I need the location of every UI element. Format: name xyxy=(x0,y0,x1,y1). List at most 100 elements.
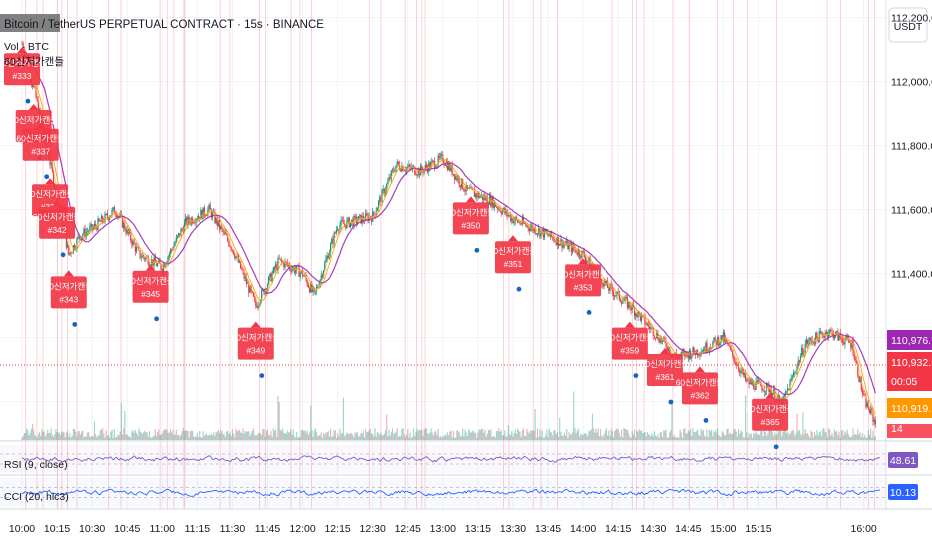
volume-bar xyxy=(466,436,468,440)
candle-body xyxy=(181,228,183,230)
volume-bar xyxy=(659,432,661,440)
candle-body xyxy=(175,237,177,243)
currency-button-label: USDT xyxy=(894,21,923,33)
volume-bar xyxy=(83,437,85,440)
candle-body xyxy=(229,246,231,247)
volume-bar xyxy=(132,430,134,440)
volume-bar xyxy=(637,431,639,440)
candle-body xyxy=(631,304,633,311)
candle-body xyxy=(473,190,475,197)
candle-body xyxy=(247,283,249,285)
volume-bar xyxy=(160,434,162,440)
signal-dot xyxy=(474,247,480,253)
volume-bar xyxy=(542,437,544,440)
candle-body xyxy=(777,395,779,398)
volume-bar xyxy=(445,435,447,440)
signal-label-pointer xyxy=(35,122,46,129)
candle-body xyxy=(457,177,459,181)
volume-bar xyxy=(778,431,781,440)
volume-bar xyxy=(844,431,846,440)
candle-body xyxy=(373,211,375,214)
volume-bar xyxy=(741,431,743,440)
signal-label-text: 60신저가캔들 xyxy=(641,359,690,369)
signal-dot xyxy=(25,98,31,104)
currency-button[interactable] xyxy=(888,7,928,43)
candle-body xyxy=(245,276,248,284)
candle-body xyxy=(365,213,367,221)
candle-body xyxy=(716,337,719,346)
volume-bar xyxy=(393,433,395,440)
rsi-label[interactable]: RSI (9, close) xyxy=(4,459,68,471)
volume-bar xyxy=(72,429,75,440)
candle-body xyxy=(381,190,383,203)
volume-bar xyxy=(264,436,266,440)
volume-bar xyxy=(96,437,98,440)
volume-bar xyxy=(564,435,567,440)
volume-bar xyxy=(348,434,350,440)
candle-body xyxy=(575,249,577,254)
volume-bar xyxy=(248,431,250,440)
candle-body xyxy=(459,185,461,187)
volume-bar xyxy=(404,437,407,440)
candle-body xyxy=(266,284,269,291)
volume-bar xyxy=(525,435,527,440)
volume-bar xyxy=(826,437,828,440)
volume-bar xyxy=(33,429,35,440)
candle-body xyxy=(272,267,274,274)
volume-bar xyxy=(361,433,363,440)
volume-bar xyxy=(270,431,272,440)
volume-bar xyxy=(600,428,602,440)
volume-bar xyxy=(367,431,369,440)
volume-bar xyxy=(464,429,466,440)
candle-body xyxy=(783,396,785,398)
volume-bar xyxy=(790,431,792,440)
indicator-label[interactable]: 60신저가캔들 xyxy=(4,56,64,68)
candle-body xyxy=(394,171,396,173)
volume-bar xyxy=(769,428,771,440)
volume-bar xyxy=(50,428,52,440)
candle-body xyxy=(771,393,774,396)
candle-body xyxy=(866,402,868,408)
volume-bar xyxy=(681,437,684,440)
volume-bar xyxy=(467,429,470,440)
volume-bar xyxy=(698,434,700,440)
candle-body xyxy=(221,225,223,229)
volume-bar xyxy=(578,436,581,440)
candle-body xyxy=(125,229,127,234)
candle-body xyxy=(171,249,173,251)
candle-body xyxy=(414,166,416,175)
signal-label-box xyxy=(752,398,789,431)
volume-bar xyxy=(134,429,136,440)
volume-bar xyxy=(808,435,810,440)
header-symbol[interactable]: Bitcoin / TetherUS PERPETUAL CONTRACT · … xyxy=(4,19,324,31)
volume-bar xyxy=(621,429,623,440)
volume-bar xyxy=(851,436,853,440)
cci-label[interactable]: CCI (20, hlc3) xyxy=(4,491,69,503)
candle-body xyxy=(185,217,187,223)
candle-body xyxy=(130,231,132,241)
volume-label[interactable]: Vol · BTC xyxy=(4,41,49,53)
candle-body xyxy=(355,216,357,224)
candle-body xyxy=(252,292,255,297)
volume-bar xyxy=(70,437,72,440)
candle-body xyxy=(644,316,646,325)
price-badge-text: 110,976.7 xyxy=(891,335,932,347)
volume-bar xyxy=(201,437,203,440)
candle-body xyxy=(725,338,727,342)
volume-bar xyxy=(695,430,698,440)
candle-body xyxy=(652,327,654,337)
candle-body xyxy=(331,239,333,245)
candle-body xyxy=(635,313,637,317)
volume-bar xyxy=(660,432,663,440)
candle-body xyxy=(444,164,446,166)
candle-body xyxy=(176,235,179,238)
candle-body xyxy=(571,244,574,253)
candle-body xyxy=(791,376,793,378)
candle-body xyxy=(306,279,308,286)
volume-bar xyxy=(113,429,115,440)
volume-bar xyxy=(493,436,495,440)
candle-body xyxy=(810,338,812,340)
candle-body xyxy=(438,155,440,158)
volume-bar xyxy=(408,437,410,440)
